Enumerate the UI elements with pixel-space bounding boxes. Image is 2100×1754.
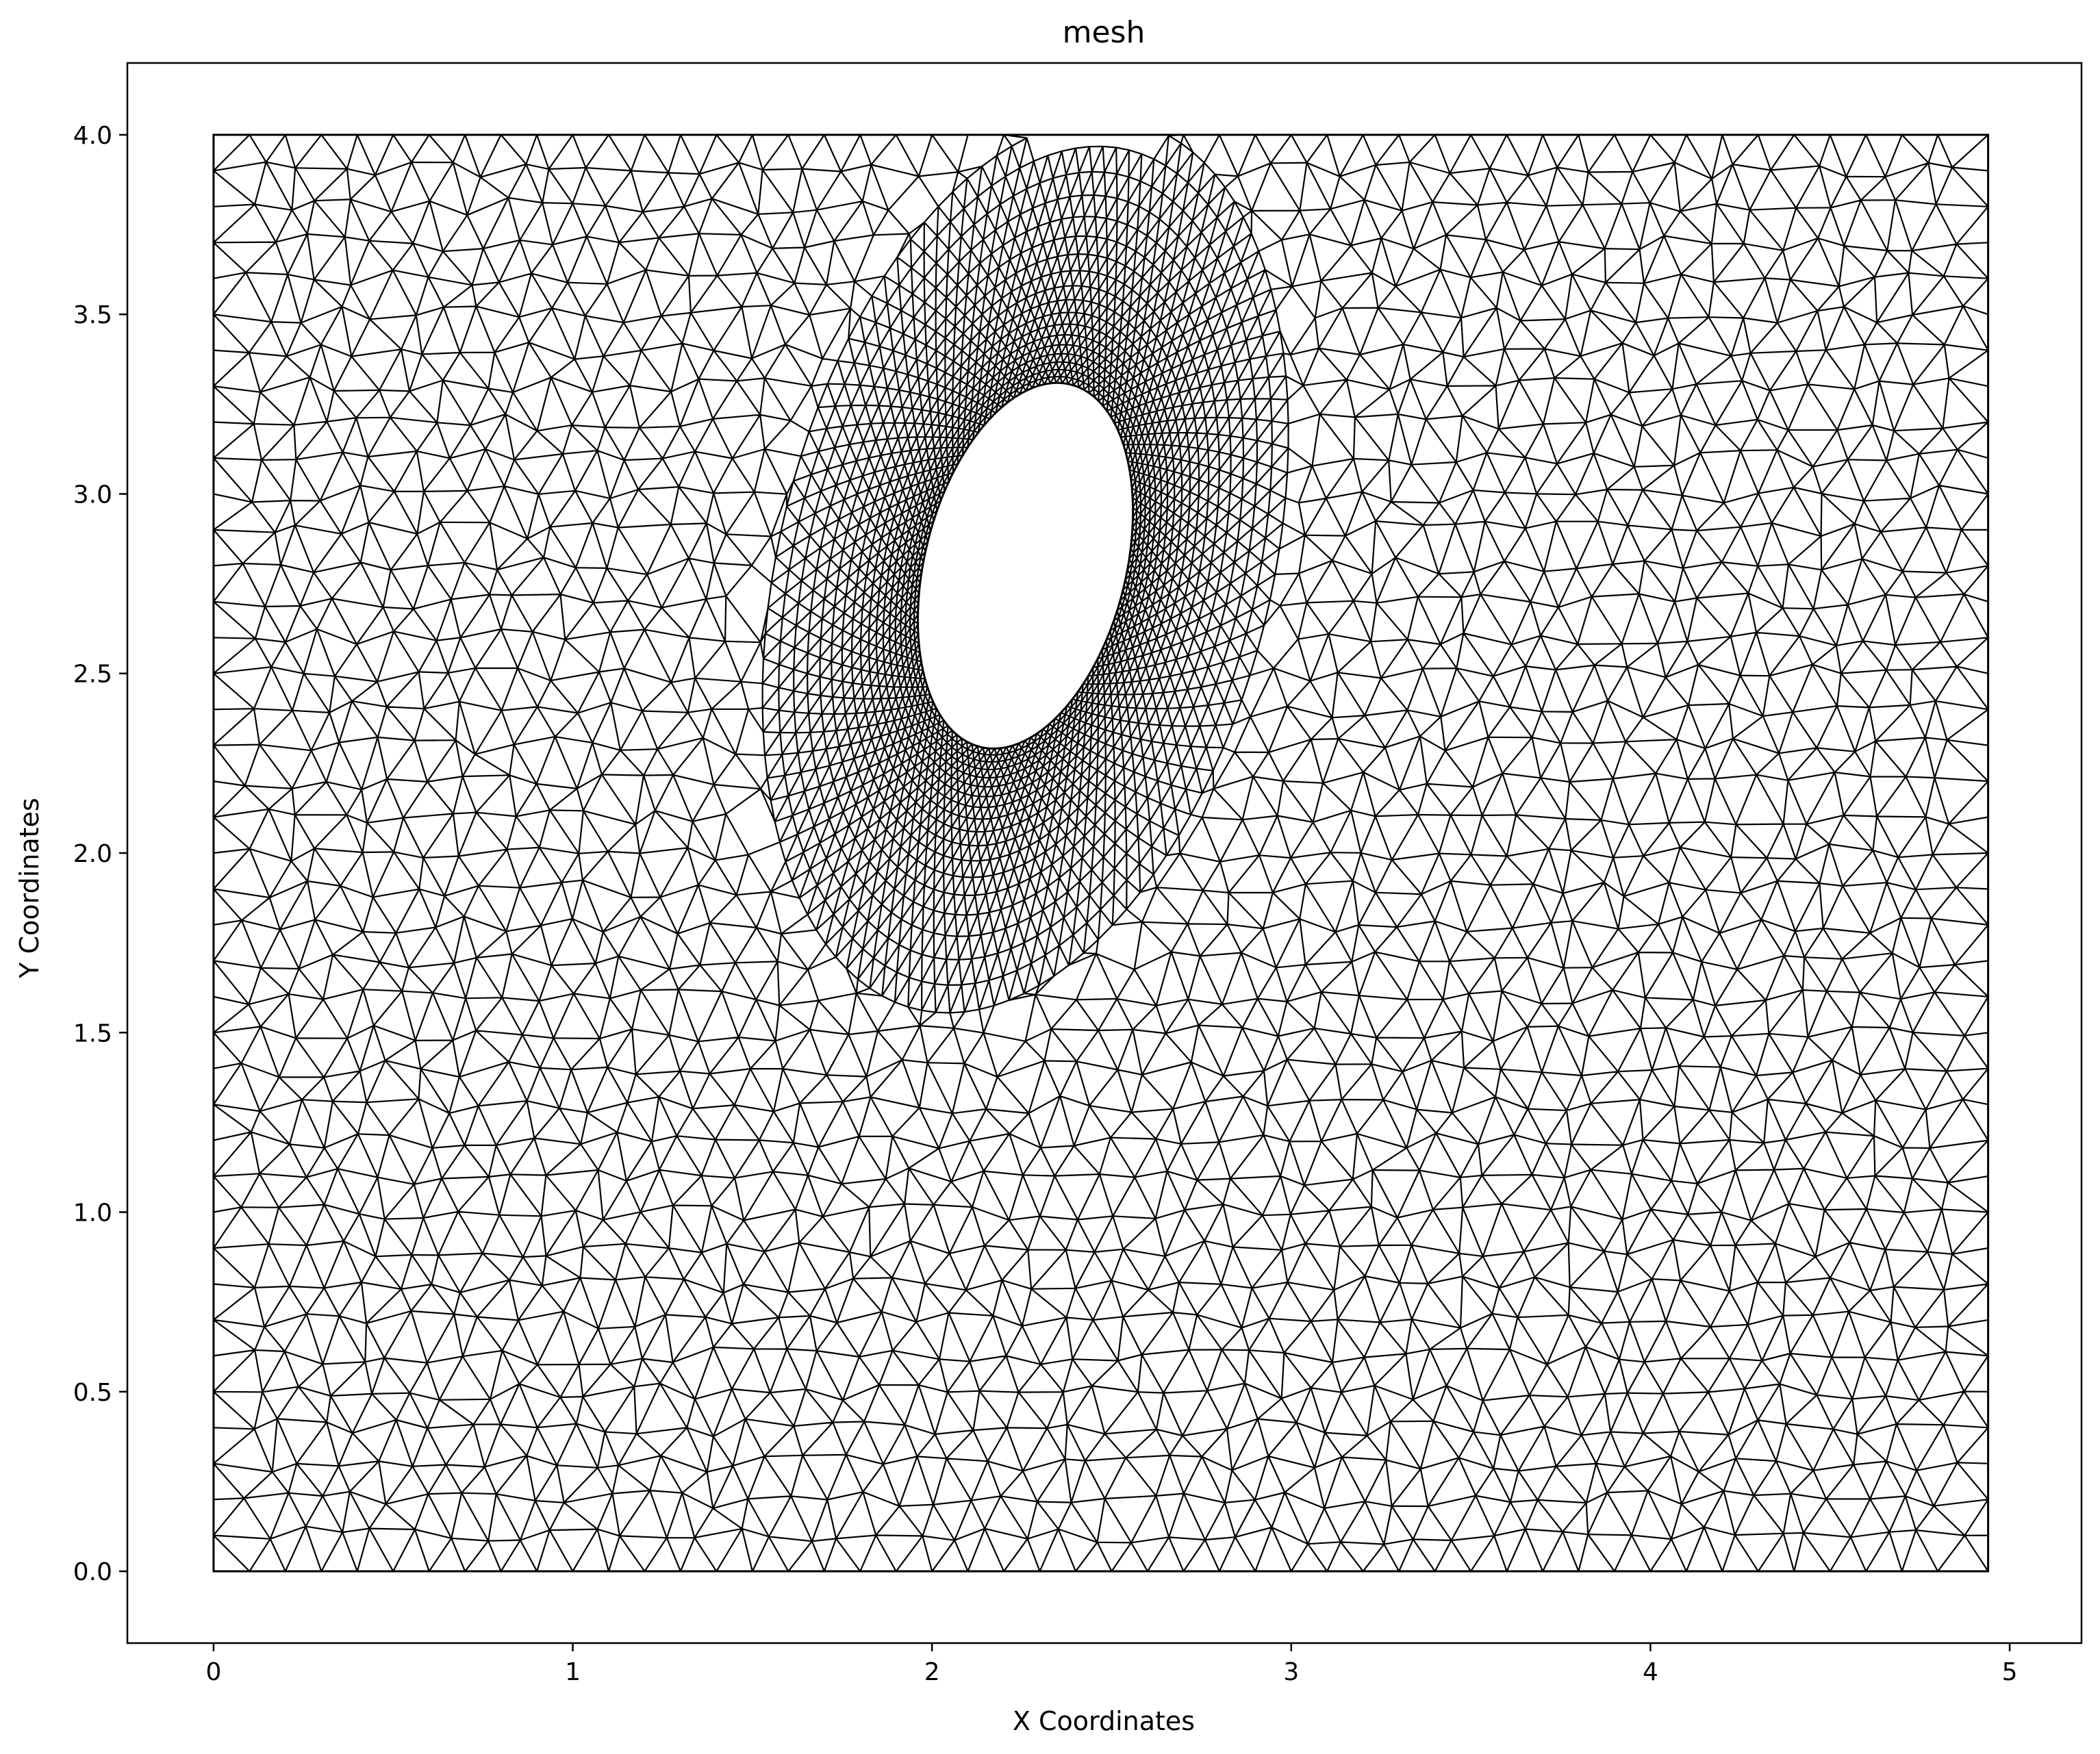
chart-title: mesh xyxy=(1063,15,1146,50)
y-tick-label: 3.0 xyxy=(73,481,112,509)
y-tick-label: 1.0 xyxy=(73,1199,112,1228)
y-tick-label: 1.5 xyxy=(73,1019,112,1047)
y-tick-label: 3.5 xyxy=(73,301,112,329)
x-tick-label: 5 xyxy=(2002,1658,2018,1686)
x-tick-label: 3 xyxy=(1283,1658,1299,1686)
x-tick-label: 0 xyxy=(205,1658,221,1686)
x-tick-label: 1 xyxy=(565,1658,581,1686)
y-axis-label: Y Coordinates xyxy=(14,798,45,978)
y-axis-ticks: 0.0 0.5 1.0 1.5 2.0 2.5 3.0 3.5 4.0 xyxy=(73,122,127,1586)
x-axis-ticks: 0 1 2 3 4 5 xyxy=(205,1643,2018,1686)
elliptical-hole xyxy=(917,381,1135,750)
y-tick-label: 4.0 xyxy=(73,122,112,150)
y-tick-label: 2.0 xyxy=(73,840,112,868)
mesh-layer xyxy=(212,134,1989,1573)
x-axis-label: X Coordinates xyxy=(1013,1706,1195,1736)
y-tick-label: 0.5 xyxy=(73,1379,112,1407)
y-tick-label: 0.0 xyxy=(73,1558,112,1586)
mesh-edges xyxy=(212,134,1989,1573)
y-tick-label: 2.5 xyxy=(73,661,112,689)
domain-boundary xyxy=(212,134,1990,1573)
x-tick-label: 4 xyxy=(1643,1658,1658,1686)
x-tick-label: 2 xyxy=(924,1658,940,1686)
